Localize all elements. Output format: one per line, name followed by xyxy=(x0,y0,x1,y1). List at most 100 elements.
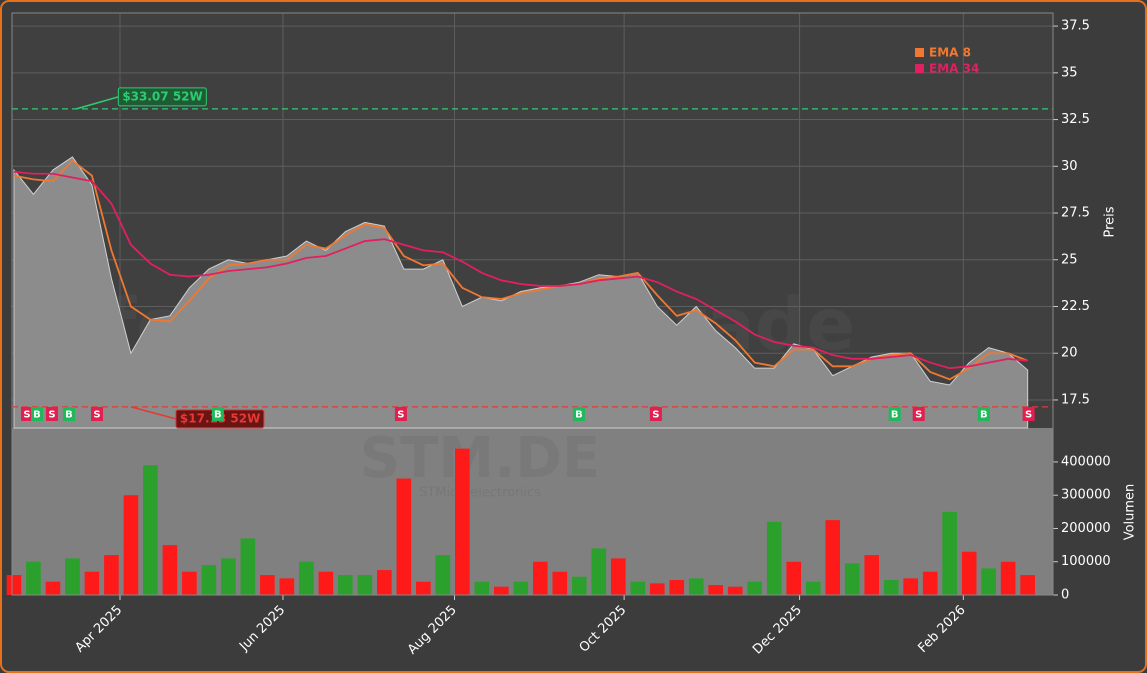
signal-label: B xyxy=(214,410,222,421)
volume-bar xyxy=(84,571,100,595)
y-tick-label: 32.5 xyxy=(1061,112,1090,127)
watermark-name: STMicroelectronics xyxy=(419,486,541,501)
y-tick-label: 27.5 xyxy=(1061,206,1090,221)
signal-label: B xyxy=(65,410,73,421)
volume-bar xyxy=(65,558,80,595)
volume-bar xyxy=(123,495,139,595)
volume-bar xyxy=(630,581,646,595)
y-tick-label: 25 xyxy=(1061,252,1078,267)
legend-label: EMA 8 xyxy=(929,46,971,60)
volume-bar xyxy=(455,448,470,595)
volume-bar xyxy=(669,580,685,595)
signal-label: S xyxy=(1025,410,1032,421)
y-tick-label: 35 xyxy=(1061,65,1078,80)
annotation-arrow xyxy=(130,406,177,420)
volume-bar xyxy=(727,586,743,595)
volume-bar xyxy=(903,578,919,595)
y-tick-label: 20 xyxy=(1061,346,1078,361)
signal-marker xyxy=(1022,407,1035,421)
signal-label: B xyxy=(575,410,583,421)
signal-marker xyxy=(888,407,901,421)
volume-bar xyxy=(143,465,158,595)
signal-marker xyxy=(62,407,75,421)
volume-bar xyxy=(279,578,295,595)
volume-bar xyxy=(922,571,938,595)
volume-bar xyxy=(532,561,548,595)
annotation-arrow xyxy=(76,96,119,110)
volume-bar xyxy=(610,558,626,595)
y-tick-label: 17.5 xyxy=(1061,392,1090,407)
volume-bar xyxy=(104,555,119,595)
volume-bar xyxy=(747,581,763,595)
volume-bar xyxy=(1020,575,1035,595)
y-tick-label: 30 xyxy=(1061,159,1078,174)
volume-bar xyxy=(883,580,899,595)
volume-bar xyxy=(942,511,957,595)
y-tick-label: 0 xyxy=(1061,588,1069,603)
y-axis-label: Preis xyxy=(1103,206,1118,237)
volume-bar xyxy=(1000,561,1016,595)
volume-bar xyxy=(240,538,256,595)
volume-bar xyxy=(766,521,782,595)
volume-bar xyxy=(708,585,724,595)
volume-bar xyxy=(221,558,236,595)
volume-bar xyxy=(552,571,568,595)
volume-bar xyxy=(825,520,841,595)
signal-label: B xyxy=(33,410,41,421)
y-tick-label: 300000 xyxy=(1061,488,1111,503)
volume-bar xyxy=(162,545,178,595)
y-tick-label: 37.5 xyxy=(1061,19,1090,34)
volume-bar xyxy=(805,581,821,595)
volume-bar xyxy=(396,478,412,595)
volume-bar xyxy=(357,575,373,595)
volume-bar xyxy=(338,575,353,595)
signal-label: S xyxy=(48,410,55,421)
signal-label: B xyxy=(891,410,899,421)
volume-bar xyxy=(201,565,217,595)
volume-bar xyxy=(844,563,860,595)
volume-bar xyxy=(377,570,392,595)
volume-panel xyxy=(12,428,1053,595)
ema-line xyxy=(13,159,1028,381)
volume-bar xyxy=(416,581,431,595)
volume-bar xyxy=(474,581,490,595)
legend-label: EMA 34 xyxy=(929,62,979,76)
watermark-symbol: STM.DE xyxy=(360,426,600,491)
signal-label: B xyxy=(980,410,988,421)
volume-bar xyxy=(299,561,314,595)
volume-bar xyxy=(961,551,977,595)
signal-marker xyxy=(211,407,224,421)
annotation-box xyxy=(117,87,207,107)
price-area xyxy=(13,156,1029,429)
annotation-label: $33.07 52W xyxy=(122,89,202,103)
volume-bar xyxy=(786,561,802,595)
volume-bar xyxy=(26,561,41,595)
ema-line xyxy=(13,171,1028,370)
volume-bar xyxy=(45,581,61,595)
volume-bar xyxy=(591,548,607,595)
volume-bar xyxy=(571,576,587,595)
signal-marker xyxy=(45,407,58,421)
volume-bar xyxy=(493,586,509,595)
signal-marker xyxy=(912,407,925,421)
signal-label: S xyxy=(397,410,404,421)
volume-bar xyxy=(6,575,22,595)
volume-bar xyxy=(649,583,665,595)
signal-label: S xyxy=(915,410,922,421)
legend-swatch xyxy=(915,64,924,73)
y-tick-label: 100000 xyxy=(1061,554,1111,569)
volume-bar xyxy=(864,555,880,595)
signal-marker xyxy=(977,407,990,421)
volume-bar xyxy=(981,568,996,595)
volume-bar xyxy=(513,581,529,595)
y-tick-label: 400000 xyxy=(1061,454,1111,469)
signal-marker xyxy=(394,407,407,421)
signal-marker xyxy=(90,407,103,421)
volume-bar xyxy=(182,571,197,595)
signal-label: S xyxy=(93,410,100,421)
volume-bar xyxy=(688,578,704,595)
legend-swatch xyxy=(915,48,924,57)
signal-marker xyxy=(649,407,662,421)
y2-axis-label: Volumen xyxy=(1123,484,1138,541)
